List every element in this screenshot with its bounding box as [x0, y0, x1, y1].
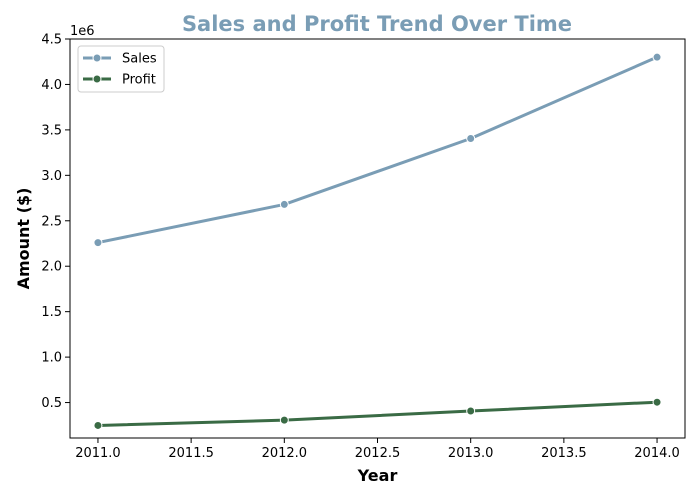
legend-marker-profit — [92, 74, 102, 84]
y-tick-label: 4.0 — [41, 78, 62, 93]
ticks-layer: 2011.0 2011.5 2012.0 2012.5 2013.0 2013.5 2014… — [41, 33, 679, 462]
x-tick-label: 2012.5 — [355, 446, 401, 461]
profit-line — [96, 400, 659, 427]
legend-marker-sales — [92, 53, 102, 63]
legend: Sales Profit — [77, 45, 165, 93]
y-tick-label: 2.0 — [41, 260, 62, 275]
plot-frame — [69, 38, 686, 439]
sales-line — [96, 55, 659, 245]
sales-point — [652, 52, 662, 62]
sales-point — [466, 134, 476, 144]
x-tick-label: 2013.5 — [541, 446, 587, 461]
x-tick-label: 2012.0 — [262, 446, 308, 461]
y-tick-label: 3.5 — [41, 123, 62, 138]
sales-point — [93, 238, 103, 248]
chart-title: Sales and Profit Trend Over Time — [182, 12, 572, 36]
x-tick-label: 2011.5 — [168, 446, 214, 461]
x-tick-label: 2014.0 — [634, 446, 680, 461]
profit-point — [279, 415, 289, 425]
y-tick-label: 0.5 — [41, 396, 62, 411]
y-tick-label: 3.0 — [41, 169, 62, 184]
sales-point — [279, 199, 289, 209]
profit-point — [93, 420, 103, 430]
legend-label-sales: Sales — [122, 52, 157, 67]
x-axis-label: Year — [357, 466, 398, 485]
y-axis-offset-label: 1e6 — [70, 24, 95, 39]
legend-label-profit: Profit — [122, 73, 156, 88]
y-tick-label: 1.0 — [41, 351, 62, 366]
profit-point — [652, 397, 662, 407]
profit-point — [466, 406, 476, 416]
y-tick-label: 4.5 — [41, 33, 62, 48]
x-tick-label: 2013.0 — [448, 446, 494, 461]
x-tick-label: 2011.0 — [75, 446, 121, 461]
y-tick-label: 1.5 — [41, 305, 62, 320]
y-tick-label: 2.5 — [41, 214, 62, 229]
series-layer — [93, 52, 662, 430]
y-axis-label: Amount ($) — [14, 188, 33, 290]
